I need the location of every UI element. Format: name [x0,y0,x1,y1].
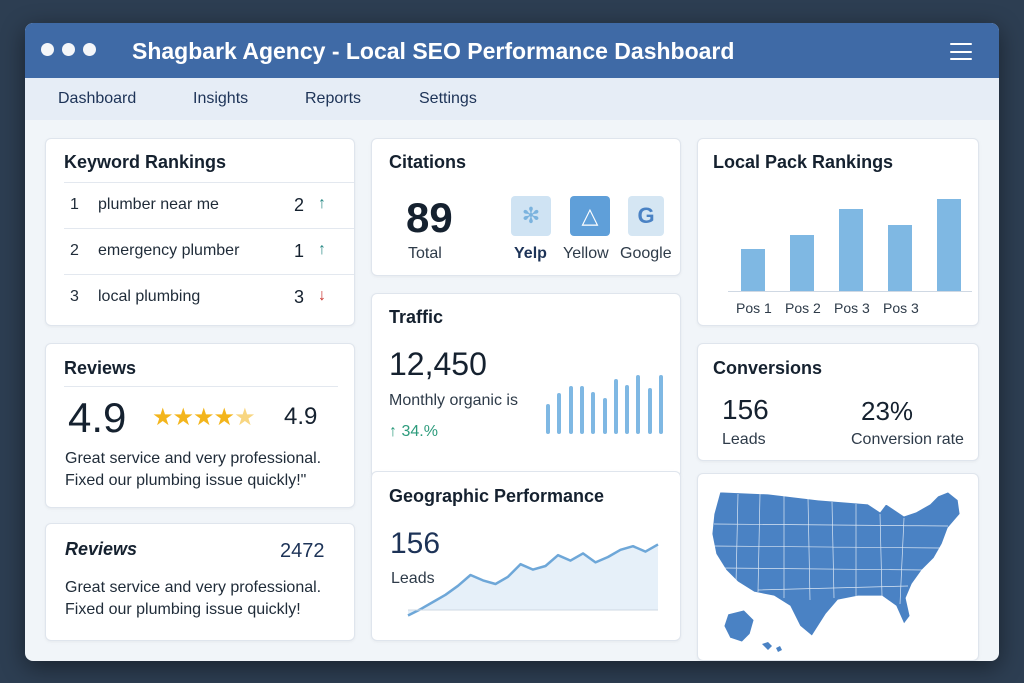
traffic-bar [636,374,640,434]
keyword-row: 1 plumber near me 2 ↑ [64,182,354,228]
reviews-rating-card: Reviews 4.9 ★★★★★ 4.9 Great service and … [45,343,355,508]
star-icon: ★ [234,404,255,431]
window-controls [41,43,96,56]
geographic-performance-card: Geographic Performance 156 Leads [371,471,681,641]
reviews-title: Reviews [64,358,137,378]
arrow-up-icon: ↑ [318,241,326,258]
rating-value: 4.9 [68,394,127,441]
local-pack-tick-label: Pos 3 [883,300,919,316]
geographic-leads-label: Leads [391,570,435,587]
citations-card: Citations 89 Total ✻ Yelp △ Yellow G Goo… [371,138,681,276]
keyword-row: 3 local plumbing 3 ↓ [64,274,354,320]
keyword-rankings-title: Keyword Rankings [64,152,227,172]
keyword-rankings-card: Keyword Rankings 1 plumber near me 2 ↑ 2… [45,138,355,326]
leads-value: 156 [722,394,769,425]
local-pack-bar [888,225,912,291]
keyword-text: local plumbing [98,288,201,305]
keyword-position: 1 [294,241,305,261]
star-rating: ★★★★★ [152,403,256,432]
keyword-rank: 3 [70,288,79,305]
us-map-icon[interactable] [698,474,979,661]
traffic-bar [603,398,607,434]
nav-reports[interactable]: Reports [305,90,362,107]
hamburger-menu-icon[interactable] [950,43,972,60]
star-icon: ★ [193,404,214,431]
local-pack-card: Local Pack Rankings Pos 1 Pos 2 Pos 3 Pos 3 [697,138,979,326]
yellow-label: Yellow [563,245,609,262]
traffic-bar [648,387,652,434]
local-pack-title: Local Pack Rankings [713,152,894,172]
review-quote: Great service and very professional. Fix… [65,579,322,618]
arrow-up-icon: ↑ [318,195,326,212]
arrow-down-icon: ↓ [318,287,326,304]
traffic-bar [591,391,595,434]
reviews-count-title: Reviews [65,539,138,559]
conversions-card: Conversions 156 Leads 23% Conversion rat… [697,343,979,461]
google-icon: G [628,196,664,236]
window-dot-minimize[interactable] [62,43,75,56]
keyword-position: 3 [294,287,305,307]
conversions-title: Conversions [713,358,823,378]
traffic-bar [614,378,618,434]
chart-baseline [728,291,972,292]
window-dot-close[interactable] [41,43,54,56]
nav-dashboard[interactable]: Dashboard [58,90,137,107]
review-quote: Great service and very professional. Fix… [65,450,322,489]
keyword-rank: 2 [70,242,79,259]
geographic-title: Geographic Performance [389,486,605,506]
leads-label: Leads [722,431,766,448]
citations-title: Citations [389,152,467,172]
nav-insights[interactable]: Insights [193,90,249,107]
geographic-area-chart [407,543,659,617]
citations-total-value: 89 [406,194,453,241]
local-pack-bar [937,199,961,291]
nav-bar: Dashboard Insights Reports Settings [25,78,999,120]
star-icon: ★ [213,404,235,431]
keyword-text: emergency plumber [98,242,240,259]
yelp-icon: ✻ [511,196,551,236]
yelp-label: Yelp [514,245,547,262]
geographic-trend-line [407,543,659,617]
local-pack-bar [839,209,863,291]
traffic-bar [569,386,573,434]
keyword-position: 2 [294,195,305,215]
traffic-bar [557,393,561,434]
traffic-bar [625,385,629,434]
window-dot-maximize[interactable] [83,43,96,56]
citations-total-label: Total [408,245,442,262]
keyword-row: 2 emergency plumber 1 ↑ [64,228,354,274]
traffic-bar [659,374,663,434]
local-pack-tick-label: Pos 3 [834,300,870,316]
conversion-rate-value: 23% [861,396,914,426]
us-map-card [697,473,979,661]
traffic-card: Traffic 12,450 Monthly organic is ↑ 34.% [371,293,681,478]
geographic-leads-value: 156 [390,527,441,560]
traffic-title: Traffic [389,307,444,327]
keyword-text: plumber near me [98,196,219,213]
local-pack-bar [741,249,765,291]
yellow-pages-icon: △ [570,196,610,236]
keyword-rank: 1 [70,196,79,213]
divider [64,386,338,387]
reviews-count-card: Reviews 2472 Great service and very prof… [45,523,355,641]
title-bar: Shagbark Agency - Local SEO Performance … [25,23,999,78]
rating-value-small: 4.9 [284,403,318,430]
traffic-bar [580,386,584,434]
local-pack-tick-label: Pos 1 [736,300,772,316]
traffic-value: 12,450 [389,346,487,382]
local-pack-bar [790,235,814,291]
nav-settings[interactable]: Settings [419,90,477,107]
traffic-bar [546,404,550,434]
star-icon: ★ [152,404,173,431]
geographic-area-fill [408,544,658,616]
traffic-change: ↑ 34.% [389,423,438,440]
conversion-rate-label: Conversion rate [851,431,964,448]
star-icon: ★ [172,404,194,431]
google-label: Google [620,245,672,262]
dashboard-window: Shagbark Agency - Local SEO Performance … [25,23,999,661]
traffic-label: Monthly organic is [389,392,518,409]
local-pack-tick-label: Pos 2 [785,300,821,316]
reviews-count-value: 2472 [280,540,325,562]
window-title: Shagbark Agency - Local SEO Performance … [132,38,735,64]
